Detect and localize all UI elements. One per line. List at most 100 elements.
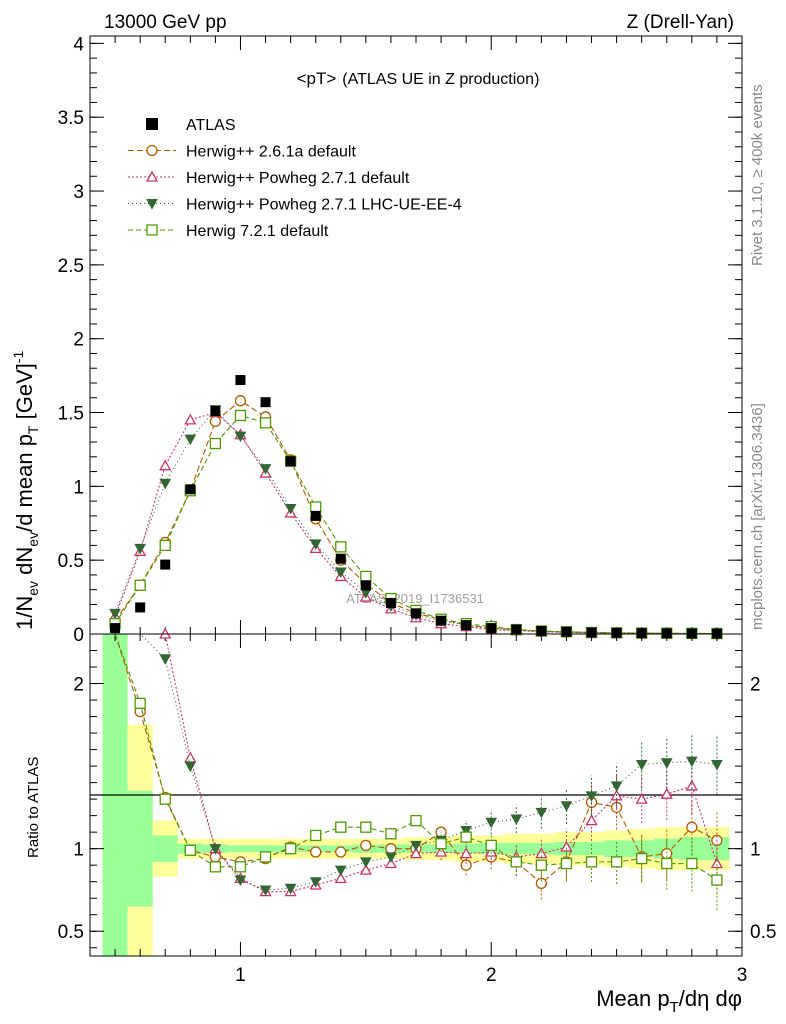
ratio-series-point [460,831,472,843]
ratio-series-point [234,861,247,873]
data-point [436,615,447,626]
mcplots-label: mcplots.cern.ch [arXiv:1306.3436] [749,403,766,630]
ratio-series-point [635,792,648,804]
watermark: ATLAS_2019_I1736531 [346,591,484,606]
chart-title-main: <pT> [297,69,337,88]
ratio-series-point [610,781,623,792]
ratio-series-point [209,861,222,873]
ratio-series-point [335,846,347,858]
ratio-series-point [259,851,272,863]
ratio-series-point [334,865,347,877]
ratio-series-point [560,840,573,852]
chart-title: <pT> (ATLAS UE in Z production) [297,69,540,88]
data-point [260,397,271,408]
ratio-series-point [259,885,272,896]
y-tick-label: 3.5 [58,108,84,129]
ratio-series-point [635,759,648,771]
ratio-series-point [184,751,197,763]
data-point [385,597,396,608]
y-tick-label: 1 [73,477,84,498]
ratio-axis-label: Ratio to ATLAS [25,757,42,858]
rivet-label: Rivet 3.1.10, ≥ 400k events [749,84,766,266]
ratio-series-layer [114,627,724,911]
ratio-tick-label-right: 2 [750,675,761,696]
header-right: Z (Drell-Yan) [627,12,734,33]
ratio-series-point [535,877,548,889]
legend: ATLAS Herwig++ 2.6.1a default Herwig++ Pow… [128,117,462,240]
legend-entry-4: Herwig 7.2.1 default [128,223,329,240]
main-series-point [134,543,147,555]
header-left: 13000 GeV pp [104,12,227,33]
y-tick-label: 0 [73,625,84,646]
data-point [411,608,421,619]
ratio-series-point [234,875,247,887]
legend-marker [146,224,158,236]
y-axis-label: 1/Nev dNev/d mean pT [GeV]-1 [10,350,41,630]
ratio-series-point [359,857,372,868]
main-data-layer [110,375,722,639]
x-tick-label: 1 [235,965,246,986]
ratio-stat-band [227,845,253,852]
ratio-series-point [335,821,347,833]
y-axis-label-s3: T [25,425,41,434]
ratio-series-point [410,814,422,827]
legend-label: Herwig 7.2.1 default [186,223,329,240]
ratio-series-point [310,829,322,842]
ratio-series-point [360,821,372,833]
legend-entry-1: Herwig++ 2.6.1a default [128,144,356,161]
ratio-series-point [560,801,573,812]
main-series-point [334,567,347,579]
data-point [360,580,371,591]
ratio-series-point [284,843,297,855]
legend-label: ATLAS [186,117,236,134]
main-series-point [159,459,172,471]
y-axis-label-sup: -1 [10,350,26,363]
legend-marker [146,144,158,157]
main-series-point [209,415,222,428]
ratio-series-point [209,844,222,855]
legend-marker [145,170,159,182]
main-series-point [234,409,247,422]
ratio-stat-band [679,837,705,861]
main-series-point [109,608,121,620]
ratio-series-point [385,852,397,863]
ratio-series-point [585,791,598,802]
ratio-series-point [359,863,372,875]
y-axis-label-a: 1/N [12,596,37,630]
ratio-stat-band [503,842,529,855]
legend-label: Herwig++ Powheg 2.7.1 LHC-UE-EE-4 [186,197,462,214]
ratio-tick-label: 1 [73,840,84,861]
ratio-series-point [384,857,398,869]
y-tick-label: 3 [73,182,84,203]
y-tick-label: 0.5 [58,551,84,572]
main-series-point [335,541,347,553]
ratio-series-point [284,883,297,895]
legend-label: Herwig++ Powheg 2.7.1 default [186,170,410,187]
ratio-series-point [485,817,498,829]
x-tick-labels: 1 2 3 [235,965,747,986]
x-axis-label-b: /dη dφ [679,986,742,1011]
ratio-series-point [535,859,548,871]
main-series-point [134,579,146,591]
main-series-point [259,464,272,475]
ratio-series-point [410,840,422,852]
ratio-stat-band [152,835,178,862]
ratio-series-point [711,874,723,886]
x-axis-label-sub: T [670,999,679,1016]
main-series-point [309,539,322,550]
y-axis-label-d: [GeV] [12,363,37,425]
ratio-series-point [485,839,497,852]
ratio-series-point [360,839,372,852]
x-tick-label: 2 [486,965,497,986]
ratio-series-point [309,877,322,888]
data-point [611,627,622,638]
ratio-series-point [660,787,673,799]
ratio-series-3 [114,633,723,911]
data-point [235,375,246,386]
ratio-series-point [661,857,673,870]
legend-marker [146,199,158,210]
ratio-series-point [686,857,698,870]
ratio-series-point [560,857,573,870]
data-point [210,406,221,417]
